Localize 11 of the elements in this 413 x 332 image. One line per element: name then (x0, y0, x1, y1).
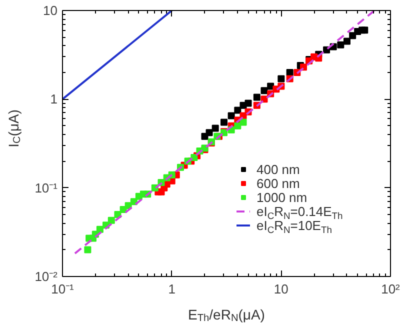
x-tick-label: 10 (274, 282, 288, 296)
y-tick-label: 10 (43, 3, 58, 18)
y-tick-label: 1 (50, 92, 58, 107)
legend-label: 600 nm (256, 176, 300, 191)
y-tick-label: 10⁻² (34, 269, 58, 284)
legend-label: 400 nm (256, 162, 300, 177)
y-axis-title: IC(μA) (6, 109, 24, 148)
y-tick-label: 10⁻¹ (34, 180, 58, 196)
legend-label: 1000 nm (256, 190, 308, 205)
x-tick-label: 10² (381, 282, 401, 296)
x-tick-label: 1 (168, 282, 176, 296)
